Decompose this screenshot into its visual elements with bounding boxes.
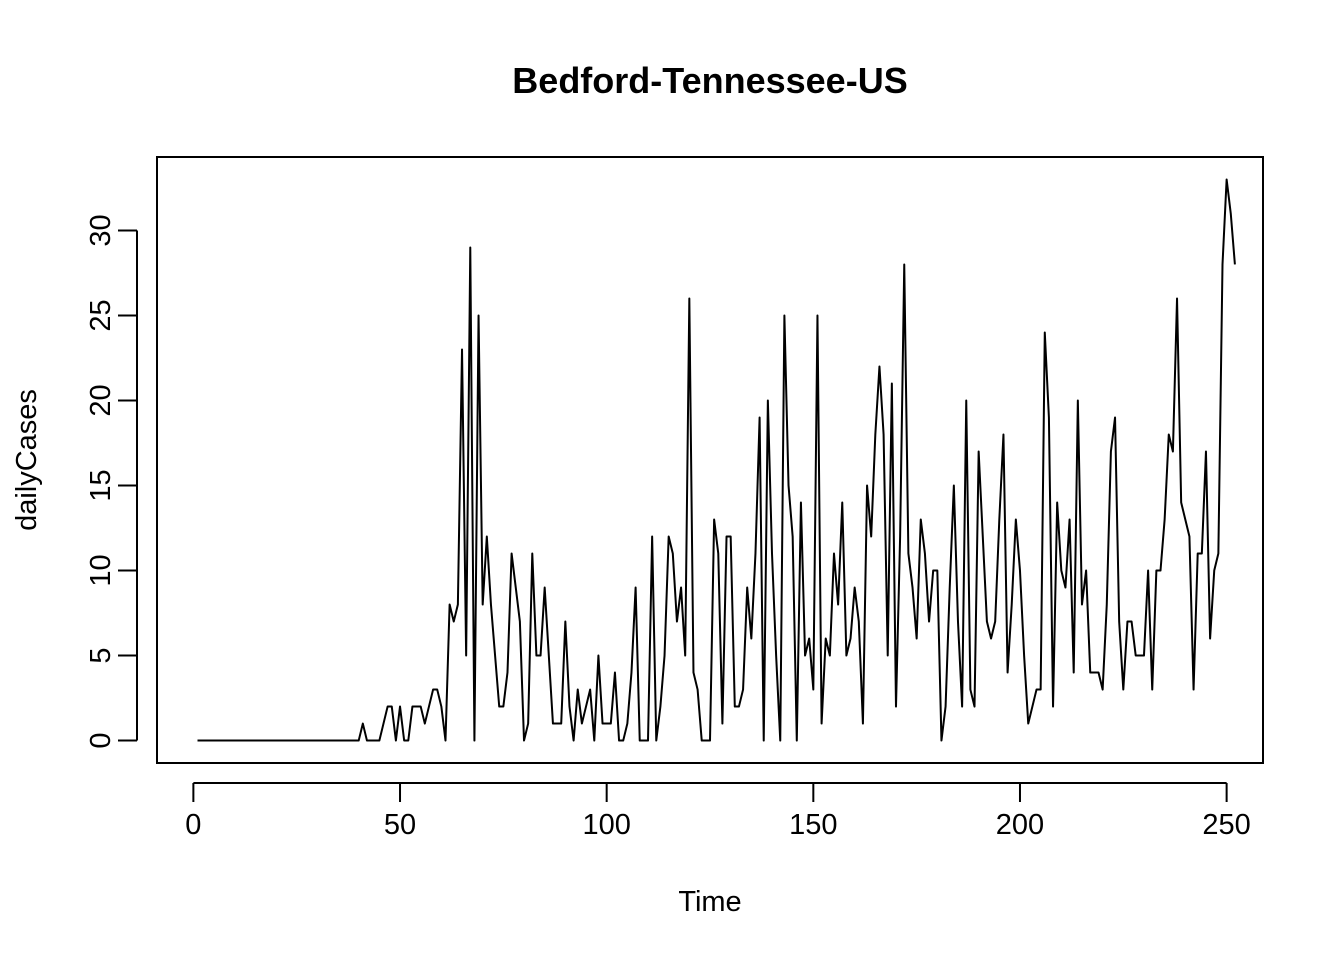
y-tick-label: 15 [85,469,117,501]
y-tick-label: 30 [85,214,117,246]
x-tick-label: 100 [582,809,630,841]
x-axis-label: Time [678,886,741,918]
plot-frame [156,156,1264,764]
y-tick-label: 5 [85,647,117,663]
x-tick-label: 150 [789,809,837,841]
x-tick-label: 250 [1202,809,1250,841]
x-axis: 0 50 100 150 200 250 [185,782,1251,841]
y-tick-label: 10 [85,554,117,586]
daily-cases-line [197,178,1236,742]
y-tick-label: 20 [85,384,117,416]
y-axis-label: dailyCases [11,389,43,531]
y-axis: 0 5 10 15 20 25 30 [85,214,138,749]
x-tick-label: 200 [996,809,1044,841]
x-tick-label: 50 [384,809,416,841]
x-tick-label: 0 [185,809,201,841]
y-tick-label: 0 [85,732,117,748]
chart-title: Bedford-Tennessee-US [512,60,907,101]
y-tick-label: 25 [85,299,117,331]
